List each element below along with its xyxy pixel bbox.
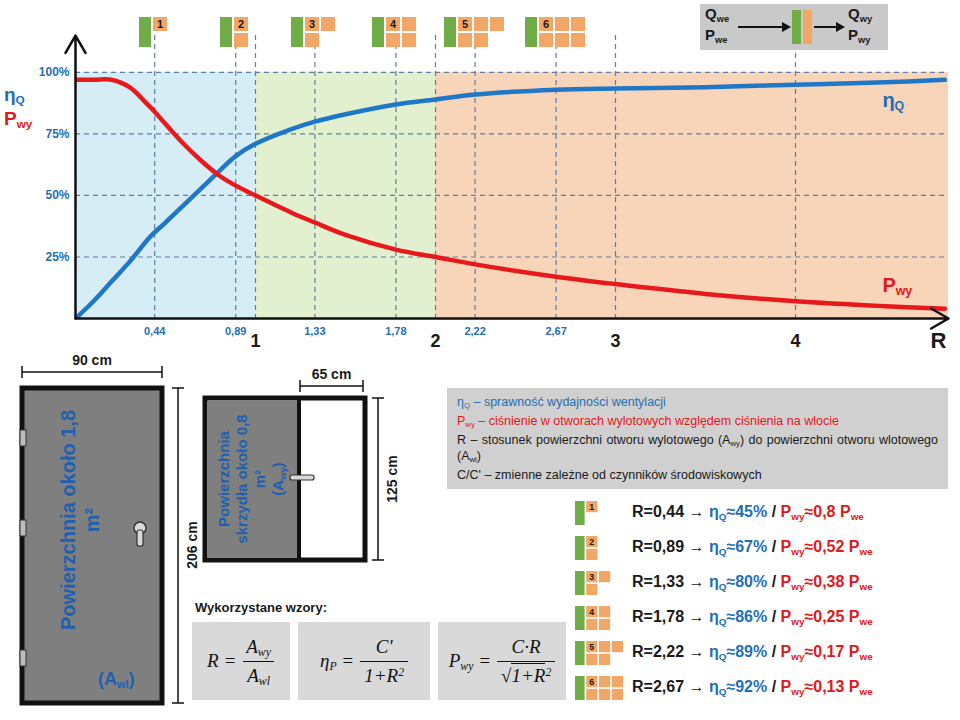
- html-text:R=0,89 → ηQ≈67% / Pwy≈0,52 Pwe: R=0,89 → ηQ≈67% / Pwy≈0,52 Pwe: [632, 538, 873, 557]
- html-text:Pwy: Pwy: [882, 274, 913, 299]
- svg-text:0,44: 0,44: [144, 325, 166, 337]
- html-text:65 cm: 65 cm: [311, 366, 352, 382]
- svg-text:25%: 25%: [45, 250, 69, 264]
- html-text:(Awl): (Awl): [98, 669, 135, 691]
- svg-text:2,67: 2,67: [545, 325, 566, 337]
- html-text:C·R: C·R: [511, 635, 541, 657]
- html-text:Powierzchnia skrzydła około 0,: Powierzchnia skrzydła około 0,8 m²: [215, 414, 268, 544]
- svg-text:2,22: 2,22: [464, 325, 485, 337]
- html-text:ηQ: ηQ: [4, 84, 25, 107]
- html-text:Pwy: Pwy: [4, 108, 33, 131]
- html-text:1+R2: 1+R2: [364, 664, 404, 686]
- html-text:R=2,22 → ηQ≈89% / Pwy≈0,17 Pwe: R=2,22 → ηQ≈89% / Pwy≈0,17 Pwe: [632, 643, 873, 662]
- html-text:Wykorzystane wzory:: Wykorzystane wzory:: [195, 600, 327, 615]
- html-text:206 cm: 206 cm: [184, 521, 200, 569]
- svg-text:50%: 50%: [45, 188, 69, 202]
- svg-text:1: 1: [157, 18, 163, 30]
- html-text:R =: R =: [207, 650, 237, 671]
- html-text:Pwy– ciśnienie w otworach wylo: Pwy– ciśnienie w otworach wylotowych wzg…: [457, 414, 839, 430]
- svg-text:4: 4: [790, 331, 800, 351]
- svg-text:6: 6: [589, 677, 594, 687]
- svg-text:1: 1: [250, 331, 260, 351]
- svg-text:5: 5: [589, 642, 594, 652]
- html-text:Awy: Awy: [246, 635, 271, 659]
- html-text:C': C': [375, 635, 393, 657]
- svg-text:2: 2: [589, 537, 594, 547]
- svg-text:3: 3: [589, 572, 594, 582]
- svg-text:1: 1: [589, 502, 594, 512]
- html-text:Pwe: Pwe: [705, 26, 728, 45]
- html-text:R=0,44 → ηQ≈45% / Pwy≈0,8 Pwe: R=0,44 → ηQ≈45% / Pwy≈0,8 Pwe: [632, 503, 864, 522]
- html-text:R=1,78 → ηQ≈86% / Pwy≈0,25 Pwe: R=1,78 → ηQ≈86% / Pwy≈0,25 Pwe: [632, 608, 873, 627]
- html-text:√ 1+R2: √ 1+R2: [501, 664, 552, 686]
- html-text:Powierzchnia około 1,8 m²: Powierzchnia około 1,8 m²: [57, 410, 103, 630]
- html-text:Pwy: Pwy: [848, 26, 871, 45]
- svg-text:3: 3: [610, 331, 620, 351]
- svg-text:4: 4: [390, 18, 397, 30]
- html-text:C/C' – zmienne zależne od czyn: C/C' – zmienne zależne od czynników środ…: [457, 468, 762, 482]
- html-text:R=2,67 → ηQ≈92% / Pwy≈0,13 Pwe: R=2,67 → ηQ≈92% / Pwy≈0,13 Pwe: [632, 678, 873, 697]
- html-text:ηP=: ηP=: [320, 650, 355, 674]
- svg-text:2: 2: [238, 18, 244, 30]
- svg-text:6: 6: [543, 18, 549, 30]
- html-text:125 cm: 125 cm: [384, 455, 400, 503]
- html-text:ηQ: ηQ: [882, 89, 905, 114]
- svg-text:3: 3: [309, 18, 315, 30]
- html-text:ηQ– sprawność wydajności wenty: ηQ– sprawność wydajności wentylacji: [457, 395, 666, 411]
- svg-text:1,33: 1,33: [304, 325, 325, 337]
- svg-text:0,89: 0,89: [225, 325, 246, 337]
- svg-text:100%: 100%: [39, 65, 70, 79]
- html-text:R=1,33 → ηQ≈80% / Pwy≈0,38 Pwe: R=1,33 → ηQ≈80% / Pwy≈0,38 Pwe: [632, 573, 873, 592]
- svg-text:2: 2: [430, 331, 440, 351]
- html-text:(A: (A: [269, 479, 286, 496]
- svg-text:R: R: [931, 328, 947, 353]
- svg-text:5: 5: [462, 18, 468, 30]
- html-text:R – stosunek powierzchni otwor: R – stosunek powierzchni otworu wylotowe…: [457, 433, 938, 465]
- svg-text:4: 4: [589, 607, 594, 617]
- html-text:Awl: Awl: [247, 664, 270, 688]
- html-text:wy: wy: [277, 467, 288, 480]
- html-text:Qwy: Qwy: [848, 5, 873, 24]
- svg-text:75%: 75%: [45, 127, 69, 141]
- svg-text:1,78: 1,78: [385, 325, 406, 337]
- html-text:Pwy=: Pwy=: [448, 650, 491, 674]
- html-text:Qwe: Qwe: [705, 5, 730, 24]
- html-text:90 cm: 90 cm: [72, 352, 112, 368]
